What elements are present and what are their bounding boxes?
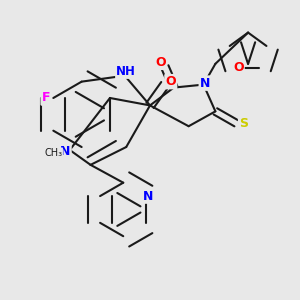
- Text: O: O: [155, 56, 166, 69]
- Text: N: N: [60, 145, 70, 158]
- Text: F: F: [42, 92, 50, 104]
- Text: N: N: [200, 76, 210, 90]
- Text: S: S: [239, 117, 248, 130]
- Text: O: O: [233, 61, 244, 74]
- Text: O: O: [166, 75, 176, 88]
- Text: N: N: [143, 190, 153, 202]
- Text: NH: NH: [116, 65, 136, 78]
- Text: CH₃: CH₃: [44, 148, 62, 158]
